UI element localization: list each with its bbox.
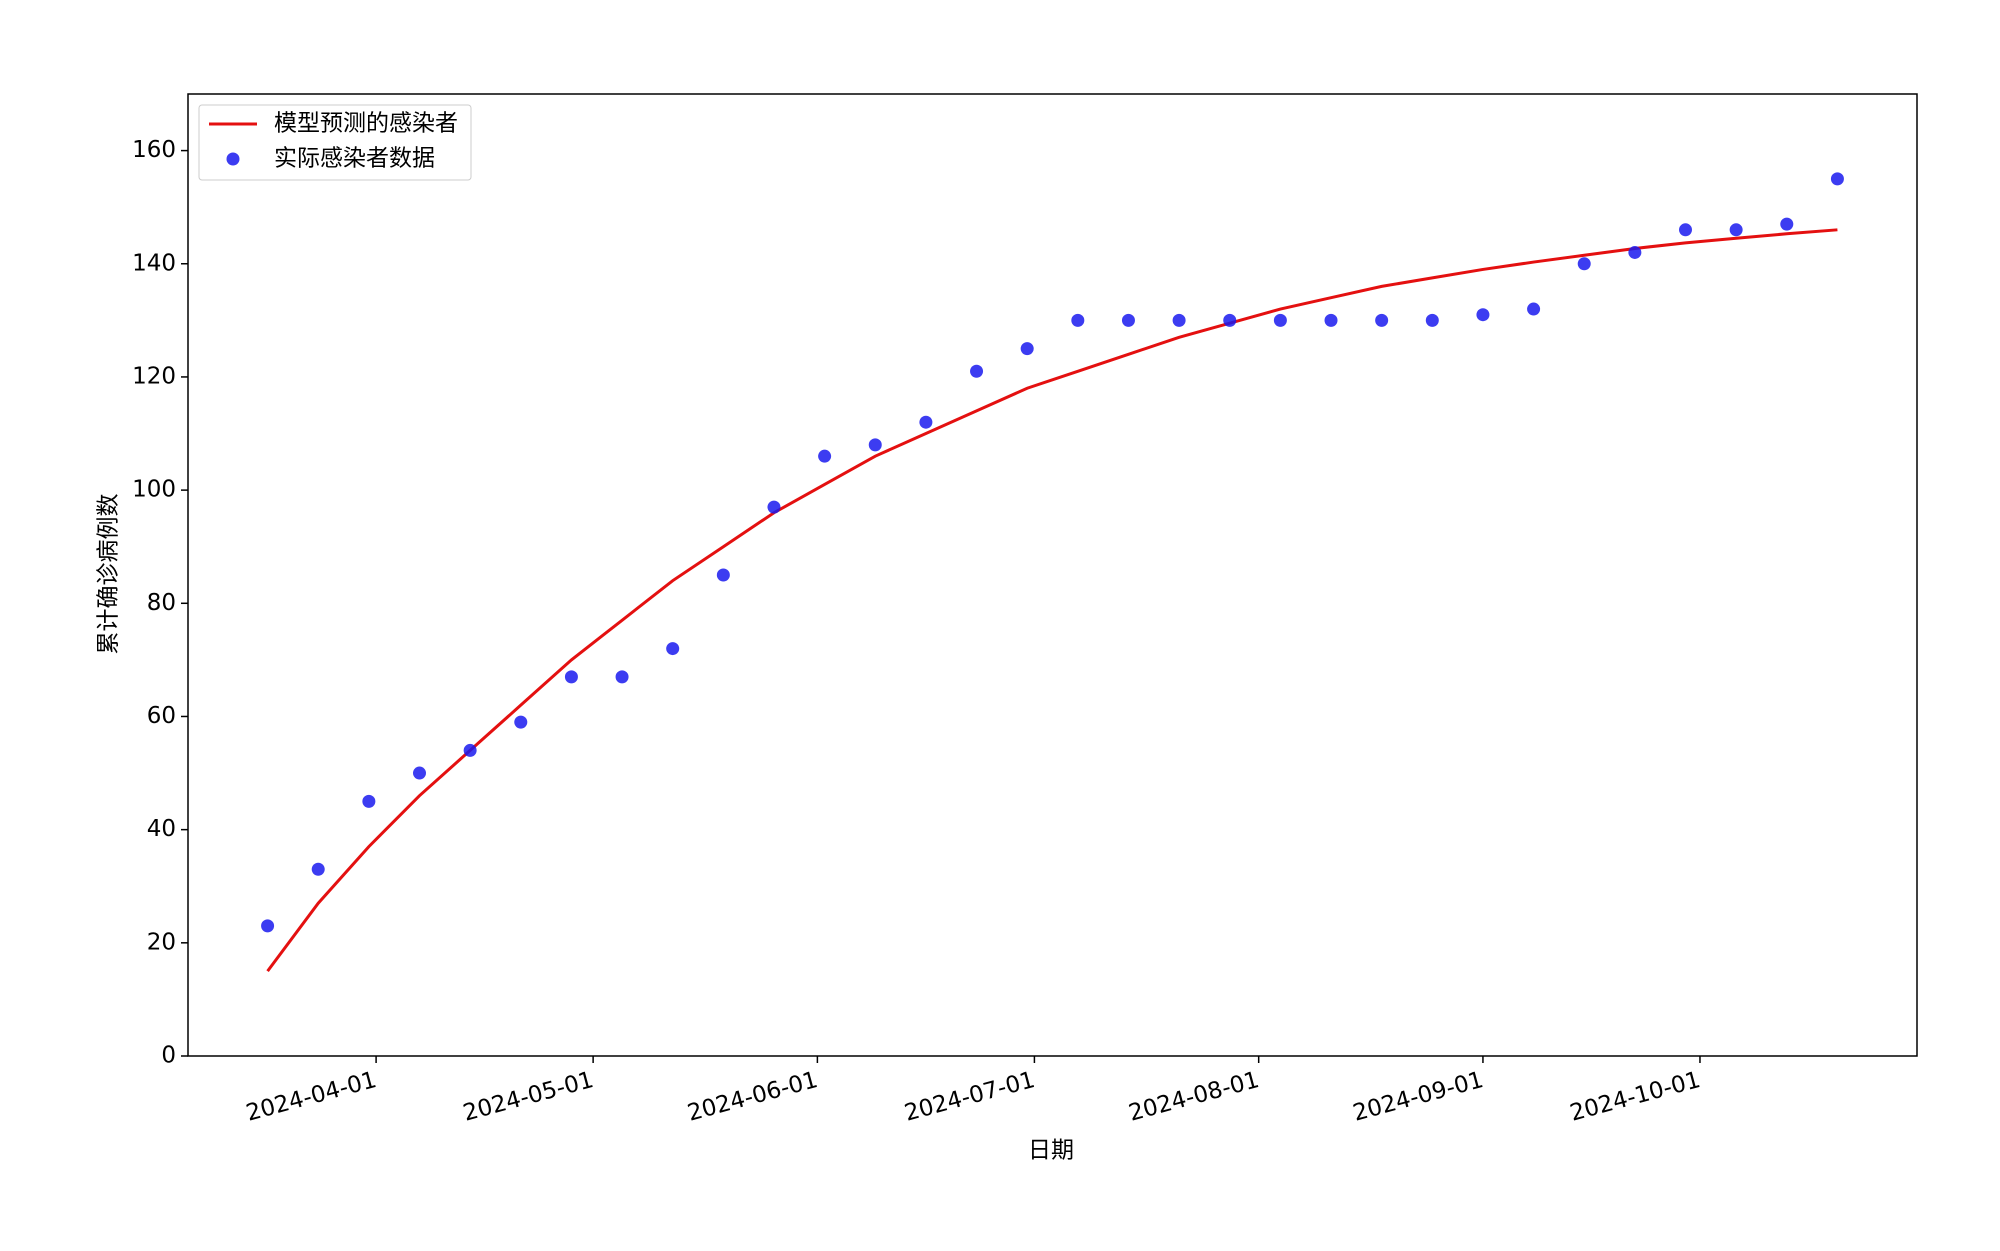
data-point — [1527, 302, 1541, 316]
x-tick-label: 2024-04-01 — [243, 1067, 379, 1127]
y-tick-label: 20 — [147, 929, 176, 955]
data-point — [970, 364, 984, 378]
y-tick-label: 160 — [132, 137, 176, 163]
x-tick-label: 2024-08-01 — [1126, 1067, 1262, 1127]
y-tick-label: 60 — [147, 703, 176, 729]
data-point — [1071, 313, 1085, 327]
data-point — [1679, 223, 1693, 237]
x-tick-label: 2024-07-01 — [902, 1067, 1038, 1127]
data-point — [919, 415, 933, 429]
x-tick-label: 2024-10-01 — [1567, 1067, 1703, 1127]
data-point — [1830, 172, 1844, 186]
data-point — [716, 568, 730, 582]
y-tick-label: 120 — [132, 363, 176, 389]
data-point — [362, 794, 376, 808]
data-point — [1375, 313, 1389, 327]
data-point — [1223, 313, 1237, 327]
data-point — [261, 919, 275, 933]
data-point — [311, 862, 325, 876]
data-point — [1577, 257, 1591, 271]
data-point — [868, 438, 882, 452]
data-point — [564, 670, 578, 684]
data-point — [615, 670, 629, 684]
data-point — [412, 766, 426, 780]
data-point — [1324, 313, 1338, 327]
x-tick-label: 2024-09-01 — [1350, 1067, 1486, 1127]
legend-label: 模型预测的感染者 — [274, 111, 458, 137]
x-tick-label: 2024-05-01 — [461, 1067, 597, 1127]
data-point — [1476, 308, 1490, 322]
data-point — [1172, 313, 1186, 327]
y-tick-label: 0 — [161, 1043, 176, 1069]
model-line — [266, 228, 1838, 973]
y-tick-label: 40 — [147, 816, 176, 842]
legend-label: 实际感染者数据 — [274, 146, 435, 172]
data-point — [1020, 342, 1034, 356]
data-point — [1729, 223, 1743, 237]
y-axis-label: 累计确诊病例数 — [96, 494, 122, 655]
y-tick-label: 140 — [132, 250, 176, 276]
data-point — [463, 743, 477, 757]
data-point — [1121, 313, 1135, 327]
y-tick-label: 80 — [147, 590, 176, 616]
data-point — [1780, 217, 1794, 231]
data-point — [1628, 245, 1642, 259]
plot-frame — [187, 93, 1918, 1057]
y-tick-label: 100 — [132, 477, 176, 503]
data-point — [1273, 313, 1287, 327]
x-tick-label: 2024-06-01 — [685, 1067, 821, 1127]
data-point — [666, 642, 680, 656]
data-point — [767, 500, 781, 514]
legend-swatch — [226, 152, 240, 166]
data-point — [1425, 313, 1439, 327]
data-point — [514, 715, 528, 729]
x-axis-label: 日期 — [1028, 1138, 1074, 1164]
data-point — [818, 449, 832, 463]
legend-box — [198, 104, 472, 181]
